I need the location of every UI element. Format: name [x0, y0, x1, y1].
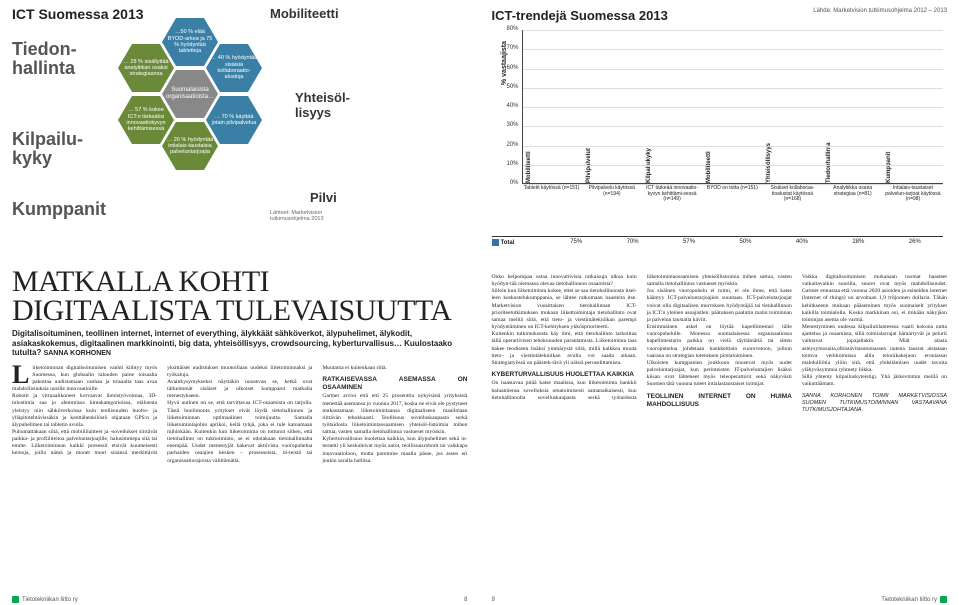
para-7: Gartner arvioi että etti 25 prosenttia n… — [322, 393, 467, 436]
table-value: 75% — [548, 237, 604, 248]
table-value: 50% — [717, 237, 773, 248]
chart-plot-area: % vastaajista MobiliteettiPilvipalvelutK… — [522, 30, 944, 184]
table-value: 26% — [887, 237, 943, 248]
article-right: Onko helpompaa ostaa innovatiivisia ratk… — [492, 268, 948, 587]
para-r10: Sillä yhtenty kilpailuskyteistigi. Yhä j… — [802, 374, 947, 388]
x-category: ICT tärkeää innovaatio-kyvyn kehittämi-s… — [642, 186, 702, 203]
hex-grid: …50 % elää BYOD-arkea ja 75 % hyödyntää … — [115, 18, 325, 228]
para-r9: Menestyminen uudessa kilpailutilanteessa… — [802, 324, 947, 374]
headline-2: DIGITAALISTA TULEVAISUUTTA — [12, 297, 468, 326]
headline-1: MATKALLA KOHTI — [12, 268, 468, 297]
hex-innovaatio: … 57 % kokee ICT:n tärkeäksi innovaatiok… — [118, 96, 174, 144]
article-lede: Digitalisoituminen, teollinen internet, … — [12, 329, 468, 359]
ytick: 80% — [499, 26, 519, 32]
table-value: 28% — [830, 237, 886, 248]
hex-analytiikka: … 28 % sisällyttää analytiikan osaksi st… — [118, 44, 174, 92]
chart-x-categories: Tabletit käytössä (n=151)Pilvipalvelu kä… — [522, 186, 944, 203]
bar-chart: ICT-trendejä Suomessa 2013 Lähde: Market… — [492, 8, 948, 256]
bar-top-label: Mobiliteetti — [526, 151, 532, 183]
hex-pilvipalvelu: … 70 % käyttää jotain pilvipalvelua — [206, 96, 262, 144]
table-value: 40% — [774, 237, 830, 248]
x-category: Pilvipalvelu käytössä (n=194) — [582, 186, 642, 203]
byline: SANNA KORHONEN — [44, 350, 111, 357]
para-5: Hyvä uutinen on se, että tarvittavaa ICT… — [167, 400, 312, 464]
para-4: Avainkysymykseksi näyttäkin nousevan se,… — [167, 379, 312, 400]
footer-right: 9 Tietotekniikan liitto ry — [492, 596, 948, 603]
table-value: 70% — [604, 237, 660, 248]
para-2: Robotit ja virtuaalikoneet korvaavat ihm… — [12, 393, 157, 429]
logo-icon — [12, 596, 19, 603]
subhead-kyber: KYBERTURVALLISUUS HUOLETTAA KAIKKIA — [492, 371, 637, 379]
legend-swatch — [492, 239, 499, 246]
subhead-ratkaiseva: RATKAISEVASSA ASEMASSA ON OSAAMINEN — [322, 376, 467, 393]
bar-top-label: Tiedonhallinta — [826, 142, 832, 183]
article-columns-right: Onko helpompaa ostaa innovatiivisia ratk… — [492, 274, 948, 414]
hex-byod: …50 % elää BYOD-arkea ja 75 % hyödyntää … — [162, 18, 218, 66]
ytick: 30% — [499, 122, 519, 128]
para-r2: Silloin kun liiketoiminta kokee, ettei s… — [492, 288, 637, 331]
para-8: Kyberturvallisuus huolettaa kaikkia, kun… — [322, 436, 467, 465]
side-label-kumppanit: Kumppanit — [12, 200, 106, 219]
x-category: Tabletit käytössä (n=151) — [522, 186, 582, 203]
page-number-right: 9 — [492, 597, 495, 603]
x-category: Sisäiset kollaboraa-tioalustat käytössä … — [762, 186, 822, 203]
ytick: 10% — [499, 161, 519, 167]
footer-org-r: Tietotekniikan liitto ry — [881, 597, 937, 603]
author-tagline: SANNA KORHONEN TOIMII MARKETVISIOSSA SUO… — [802, 393, 947, 414]
ytick: 40% — [499, 103, 519, 109]
bar-top-label: Mobiliteetti — [706, 151, 712, 183]
x-category: BYOD on totta (n=151) — [702, 186, 762, 203]
hex-center: Suomalaisista organisaatioista… — [162, 70, 218, 118]
chart-source: Lähde: Marketvision tutkimusohjelma 2012… — [813, 8, 947, 15]
side-label-kilpailukyky: Kilpailu- kyky — [12, 130, 83, 168]
para-r3: Kuitenkin tutkimuksesta käy ilmi, että t… — [492, 331, 637, 367]
logo-icon-r — [940, 596, 947, 603]
article-left: MATKALLA KOHTI DIGITAALISTA TULEVAISUUTT… — [12, 268, 468, 587]
bar-top-label: Yhteisöllisyys — [766, 143, 772, 183]
dropcap: L — [12, 365, 32, 386]
para-r5: Jos sisäinen vuoropuhelu ei toimi, ei ol… — [647, 288, 792, 324]
ytick: 70% — [499, 45, 519, 51]
page-number-left: 8 — [464, 597, 467, 603]
side-label-tiedonhallinta: Tiedon- hallinta — [12, 40, 77, 78]
ytick: 60% — [499, 65, 519, 71]
x-category: Intialais-taustaiset palvelun-tarjoat kä… — [883, 186, 943, 203]
legend-label: Total — [501, 240, 515, 246]
para-r6: Ensimmäinen askel on löytää kapellimesta… — [647, 324, 792, 360]
ytick: 0% — [499, 180, 519, 186]
ytick: 20% — [499, 142, 519, 148]
footer-org: Tietotekniikan liitto ry — [22, 597, 78, 603]
x-category: Analytiikka osana strategiaa (n=81) — [823, 186, 883, 203]
para-r7: Ulkoisten kumppanien joukkoon nousevat m… — [647, 360, 792, 389]
chart-data-row: Total 75%70%57%50%40%28%26% — [492, 236, 944, 248]
para-1: iiketoiminnan digitalisoitumisen vauhti … — [12, 365, 157, 392]
para-r8: Vaikka digitalisoitumisen mukanaan tuoma… — [802, 274, 947, 324]
infographic-source: Lähteet: Marketvision tutkimusohjelma 20… — [270, 210, 360, 222]
article-columns-left: Liiketoiminnan digitalisoitumisen vauhti… — [12, 365, 468, 465]
para-6: Muutama ei kuitenkaan riitä. — [322, 365, 467, 372]
bar-top-label: Kumppanit — [886, 152, 892, 183]
hex-kollaboraatio: … 40 % hyödyntää sisäisiä kollaboraatio-… — [206, 44, 262, 92]
hex-intialaiset: … 26 % hyödyntää intialais-taustaisia pa… — [162, 122, 218, 170]
footer-left: Tietotekniikan liitto ry 8 — [12, 596, 468, 603]
subhead-teollinen: TEOLLINEN INTERNET ON HUIMA MAHDOLLISUUS — [647, 393, 792, 410]
ytick: 50% — [499, 84, 519, 90]
chart-title: ICT-trendejä Suomessa 2013 — [492, 8, 668, 23]
table-value: 57% — [661, 237, 717, 248]
para-r1: Onko helpompaa ostaa innovatiivisia ratk… — [492, 274, 637, 288]
